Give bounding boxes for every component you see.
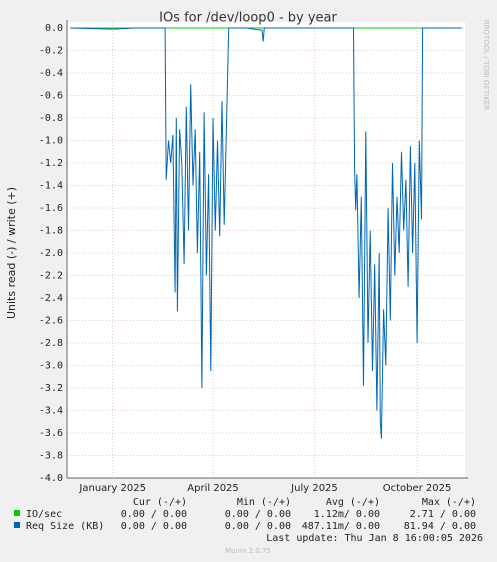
- footer: Munin 2.0.75: [225, 547, 271, 555]
- x-tick-label: April 2025: [187, 483, 238, 494]
- legend-entry: Req Size (KB): [26, 521, 104, 532]
- last-update: Last update: Thu Jan 8 16:00:05 2026: [266, 533, 483, 544]
- legend-header: Avg (-/+): [326, 497, 380, 508]
- y-tick-label: 0.0: [45, 23, 63, 34]
- y-tick-label: -0.8: [39, 113, 63, 124]
- y-tick-label: -0.6: [39, 91, 63, 102]
- y-tick-label: -1.4: [39, 181, 63, 192]
- y-axis-label: Units read (-) / write (+): [5, 187, 18, 319]
- y-tick-label: -3.8: [39, 451, 63, 462]
- legend-value: 1.12m/ 0.00: [314, 509, 380, 520]
- y-tick-label: -4.0: [39, 473, 63, 484]
- chart-title: IOs for /dev/loop0 - by year: [159, 11, 337, 26]
- legend-value: 2.71 / 0.00: [410, 509, 476, 520]
- y-tick-label: -3.2: [39, 383, 63, 394]
- side-text: RRDTOOL / TOBI OETIKER: [482, 20, 490, 110]
- legend-header: Min (-/+): [237, 497, 291, 508]
- y-tick-label: -0.4: [39, 68, 63, 79]
- legend-swatch: [14, 522, 20, 528]
- legend-value: 0.00 / 0.00: [225, 521, 291, 532]
- y-tick-label: -1.2: [39, 158, 63, 169]
- x-tick-label: July 2025: [290, 483, 338, 494]
- y-tick-label: -1.0: [39, 136, 63, 147]
- plot-area: [67, 22, 465, 478]
- legend-entry: IO/sec: [26, 509, 62, 520]
- legend-value: 0.00 / 0.00: [121, 509, 187, 520]
- y-tick-label: -1.6: [39, 203, 63, 214]
- y-tick-label: -3.4: [39, 406, 63, 417]
- y-tick-label: -1.8: [39, 226, 63, 237]
- legend-swatch: [14, 510, 20, 516]
- legend-value: 81.94 / 0.00: [404, 521, 476, 532]
- y-tick-label: -2.0: [39, 248, 63, 259]
- x-tick-label: January 2025: [78, 483, 146, 494]
- y-tick-label: -2.2: [39, 271, 63, 282]
- y-tick-label: -0.2: [39, 46, 63, 57]
- y-tick-label: -2.6: [39, 316, 63, 327]
- legend-value: 487.11m/ 0.00: [302, 521, 380, 532]
- legend-header: Max (-/+): [422, 497, 476, 508]
- y-tick-label: -2.4: [39, 293, 63, 304]
- legend-value: 0.00 / 0.00: [121, 521, 187, 532]
- legend-value: 0.00 / 0.00: [225, 509, 291, 520]
- marks: [70, 27, 462, 439]
- y-tick-label: -3.6: [39, 428, 63, 439]
- x-tick-label: October 2025: [383, 483, 452, 494]
- series-line: [70, 27, 462, 439]
- y-tick-label: -3.0: [39, 361, 63, 372]
- legend-header: Cur (-/+): [133, 497, 187, 508]
- y-tick-label: -2.8: [39, 338, 63, 349]
